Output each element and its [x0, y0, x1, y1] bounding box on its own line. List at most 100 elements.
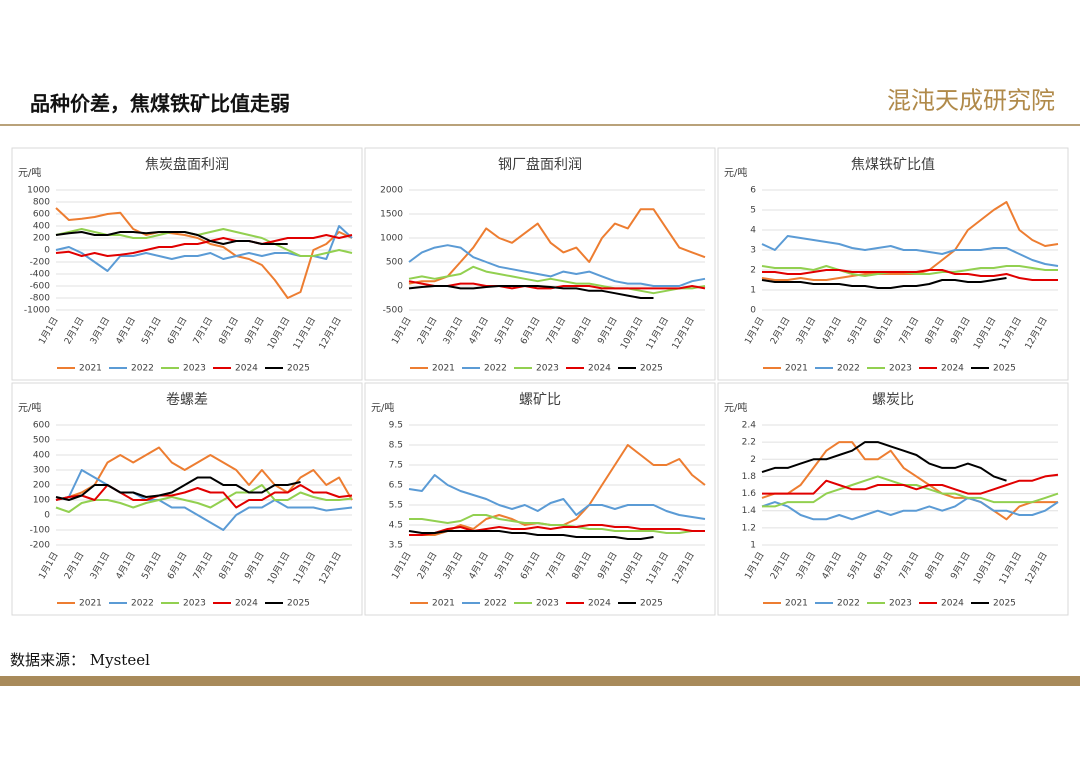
legend-label: 2024	[235, 364, 258, 374]
y-tick-label: 200	[33, 234, 50, 244]
y-tick-label: -200	[30, 258, 51, 268]
series-line	[55, 469, 353, 531]
legend-label: 2023	[889, 599, 912, 609]
legend-label: 2023	[536, 364, 559, 374]
legend-label: 2023	[183, 364, 206, 374]
y-tick-label: 9.5	[389, 421, 403, 431]
series-line	[762, 475, 1059, 508]
y-tick-label: 1.8	[742, 472, 757, 482]
y-tick-label: 1.4	[742, 506, 757, 516]
chart-title: 焦煤铁矿比值	[851, 157, 935, 173]
legend-label: 2022	[131, 599, 154, 609]
y-tick-label: 2000	[380, 186, 403, 196]
legend-label: 2024	[235, 599, 258, 609]
legend-label: 2021	[79, 364, 102, 374]
y-tick-label: 800	[33, 198, 50, 208]
y-tick-label: 1	[750, 286, 756, 296]
y-tick-label: 500	[386, 258, 403, 268]
legend-label: 2021	[432, 364, 455, 374]
y-tick-label: 6	[750, 186, 756, 196]
legend-label: 2021	[785, 364, 808, 374]
y-tick-label: 1.2	[742, 523, 756, 533]
y-tick-label: -100	[30, 526, 51, 536]
y-tick-label: 400	[33, 222, 50, 232]
legend-label: 2024	[941, 364, 964, 374]
unit-label: 元/吨	[18, 166, 41, 179]
series-line	[55, 484, 353, 509]
legend-label: 2024	[941, 599, 964, 609]
y-tick-label: 1000	[380, 234, 403, 244]
chart-title: 卷螺差	[166, 392, 208, 408]
y-tick-label: 2	[750, 266, 756, 276]
y-tick-label: 600	[33, 210, 50, 220]
chart-title: 钢厂盘面利润	[498, 156, 582, 173]
y-tick-label: 6.5	[389, 481, 403, 491]
legend-label: 2025	[993, 599, 1016, 609]
unit-label: 元/吨	[371, 401, 394, 414]
legend-label: 2023	[889, 364, 912, 374]
legend-label: 2025	[640, 599, 663, 609]
unit-label: 元/吨	[724, 401, 747, 414]
series-line	[762, 473, 1059, 495]
series-line	[761, 441, 1007, 482]
series-line	[761, 235, 1059, 267]
series-line	[761, 496, 1059, 521]
series-line	[409, 514, 705, 534]
legend-label: 2021	[785, 599, 808, 609]
y-tick-label: 400	[33, 451, 50, 461]
y-tick-label: 300	[33, 466, 50, 476]
chart-panel	[717, 382, 1069, 616]
legend-label: 2022	[837, 599, 860, 609]
legend-label: 2022	[837, 364, 860, 374]
y-tick-label: -600	[30, 282, 51, 292]
y-tick-label: 0	[397, 282, 403, 292]
y-tick-label: 2	[750, 455, 756, 465]
legend-label: 2024	[588, 364, 611, 374]
unit-label: 元/吨	[724, 166, 747, 179]
legend-label: 2025	[287, 364, 310, 374]
series-line	[55, 234, 353, 257]
y-tick-label: 200	[33, 481, 50, 491]
unit-label: 元/吨	[18, 401, 41, 414]
series-line	[408, 530, 654, 540]
y-tick-label: 3	[750, 246, 756, 256]
y-tick-label: 5.5	[389, 501, 403, 511]
series-line	[55, 207, 353, 299]
y-tick-label: 2.2	[742, 438, 756, 448]
y-tick-label: 1500	[380, 210, 403, 220]
legend-label: 2023	[536, 599, 559, 609]
series-line	[408, 208, 706, 285]
source-note: 数据来源： Mysteel	[10, 651, 150, 669]
series-line	[761, 441, 1058, 521]
y-tick-label: 4	[750, 226, 756, 236]
y-tick-label: -400	[30, 270, 51, 280]
y-tick-label: -500	[383, 306, 404, 316]
y-tick-label: 2.4	[742, 421, 757, 431]
y-tick-label: -800	[30, 294, 51, 304]
header-rule	[0, 124, 1080, 126]
legend-label: 2022	[131, 364, 154, 374]
legend-label: 2021	[432, 599, 455, 609]
series-line	[408, 244, 706, 287]
legend-label: 2025	[287, 599, 310, 609]
y-tick-label: 4.5	[389, 521, 403, 531]
y-tick-label: 0	[44, 246, 50, 256]
y-tick-label: 5	[750, 206, 756, 216]
y-tick-label: 3.5	[389, 541, 403, 551]
series-line	[55, 446, 353, 501]
y-tick-label: -200	[30, 541, 51, 551]
y-tick-label: 1	[750, 541, 756, 551]
y-tick-label: 500	[33, 436, 50, 446]
series-line	[55, 231, 288, 245]
page-title: 品种价差，焦煤铁矿比值走弱	[30, 92, 290, 116]
y-tick-label: 1000	[27, 186, 50, 196]
chart-title: 螺矿比	[519, 392, 561, 408]
chart-panel	[364, 382, 716, 616]
chart-panel	[364, 147, 716, 381]
legend-label: 2022	[484, 364, 507, 374]
series-line	[762, 269, 1058, 281]
y-tick-label: 7.5	[389, 461, 403, 471]
y-tick-label: 0	[44, 511, 50, 521]
series-line	[409, 524, 705, 536]
y-tick-label: 1.6	[742, 489, 757, 499]
